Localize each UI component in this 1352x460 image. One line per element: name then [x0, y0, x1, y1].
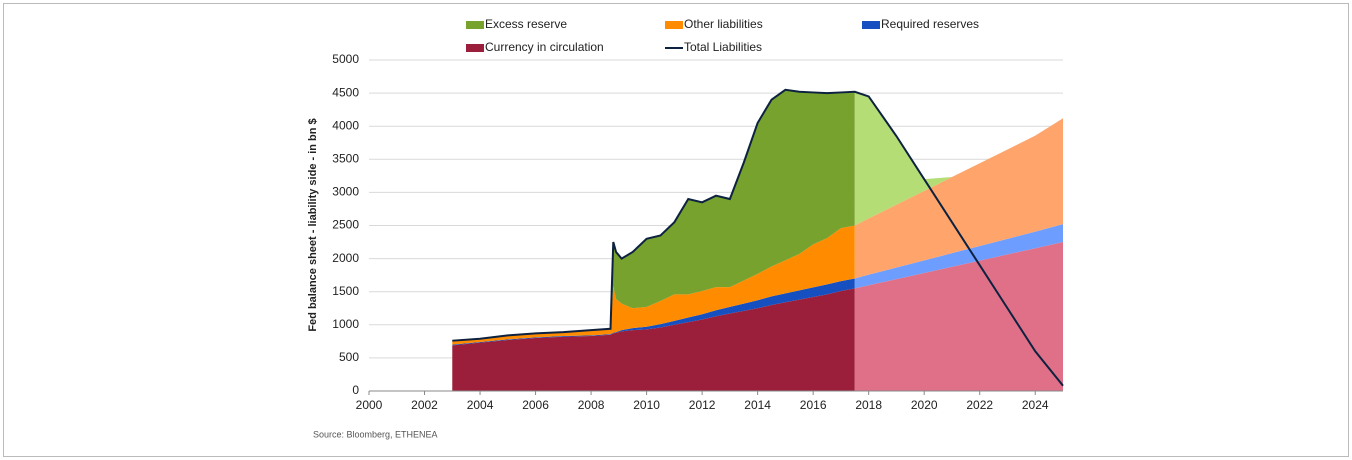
legend-label: Other liabilities — [684, 17, 763, 31]
y-tick-label: 1000 — [332, 317, 359, 331]
line — [452, 88, 1064, 387]
area — [452, 89, 855, 341]
x-tick-label: 2002 — [411, 398, 438, 412]
y-tick-label: 1500 — [332, 284, 359, 298]
source: Source: Bloomberg, ETHENEA — [313, 429, 438, 439]
x-tick-label: 2018 — [855, 398, 882, 412]
x-tick-label: 2012 — [689, 398, 716, 412]
y-tick-label: 4500 — [332, 85, 359, 99]
x-tick-label: 2020 — [911, 398, 938, 412]
area — [452, 288, 855, 391]
x-tick-label: 2004 — [467, 398, 494, 412]
area — [854, 242, 1063, 391]
legend-swatch — [466, 21, 484, 29]
legend-swatch — [466, 44, 484, 52]
x-tick-label: 2022 — [966, 398, 993, 412]
area — [854, 224, 1063, 289]
area — [452, 225, 855, 345]
legend-label: Required reserves — [881, 17, 979, 31]
y-tick-label: 2500 — [332, 218, 359, 232]
x-tick-label: 2008 — [578, 398, 605, 412]
legend-label: Currency in circulation — [485, 40, 604, 54]
y-tick-label: 3000 — [332, 185, 359, 199]
x-tick-label: 2006 — [522, 398, 549, 412]
x-tick-label: 2000 — [356, 398, 383, 412]
legend-swatch — [862, 21, 880, 29]
y-tick-label: 500 — [339, 350, 359, 364]
x-tick-label: 2024 — [1022, 398, 1049, 412]
y-tick-label: 2000 — [332, 251, 359, 265]
area — [854, 91, 1063, 226]
x-tick-label: 2010 — [633, 398, 660, 412]
x-tick-label: 2016 — [800, 398, 827, 412]
x-tick-label: 2014 — [744, 398, 771, 412]
y-tick-label: 0 — [352, 383, 359, 397]
area — [854, 118, 1063, 279]
y-tick-label: 3500 — [332, 151, 359, 165]
legend-swatch — [665, 21, 683, 29]
legend-label: Excess reserve — [485, 17, 567, 31]
legend-label: Total Liabilities — [684, 40, 762, 54]
y-tick-label: 5000 — [332, 52, 359, 66]
y-tick-label: 4000 — [332, 118, 359, 132]
y-axis-label: Fed balance sheet - liability side - in … — [307, 118, 319, 331]
